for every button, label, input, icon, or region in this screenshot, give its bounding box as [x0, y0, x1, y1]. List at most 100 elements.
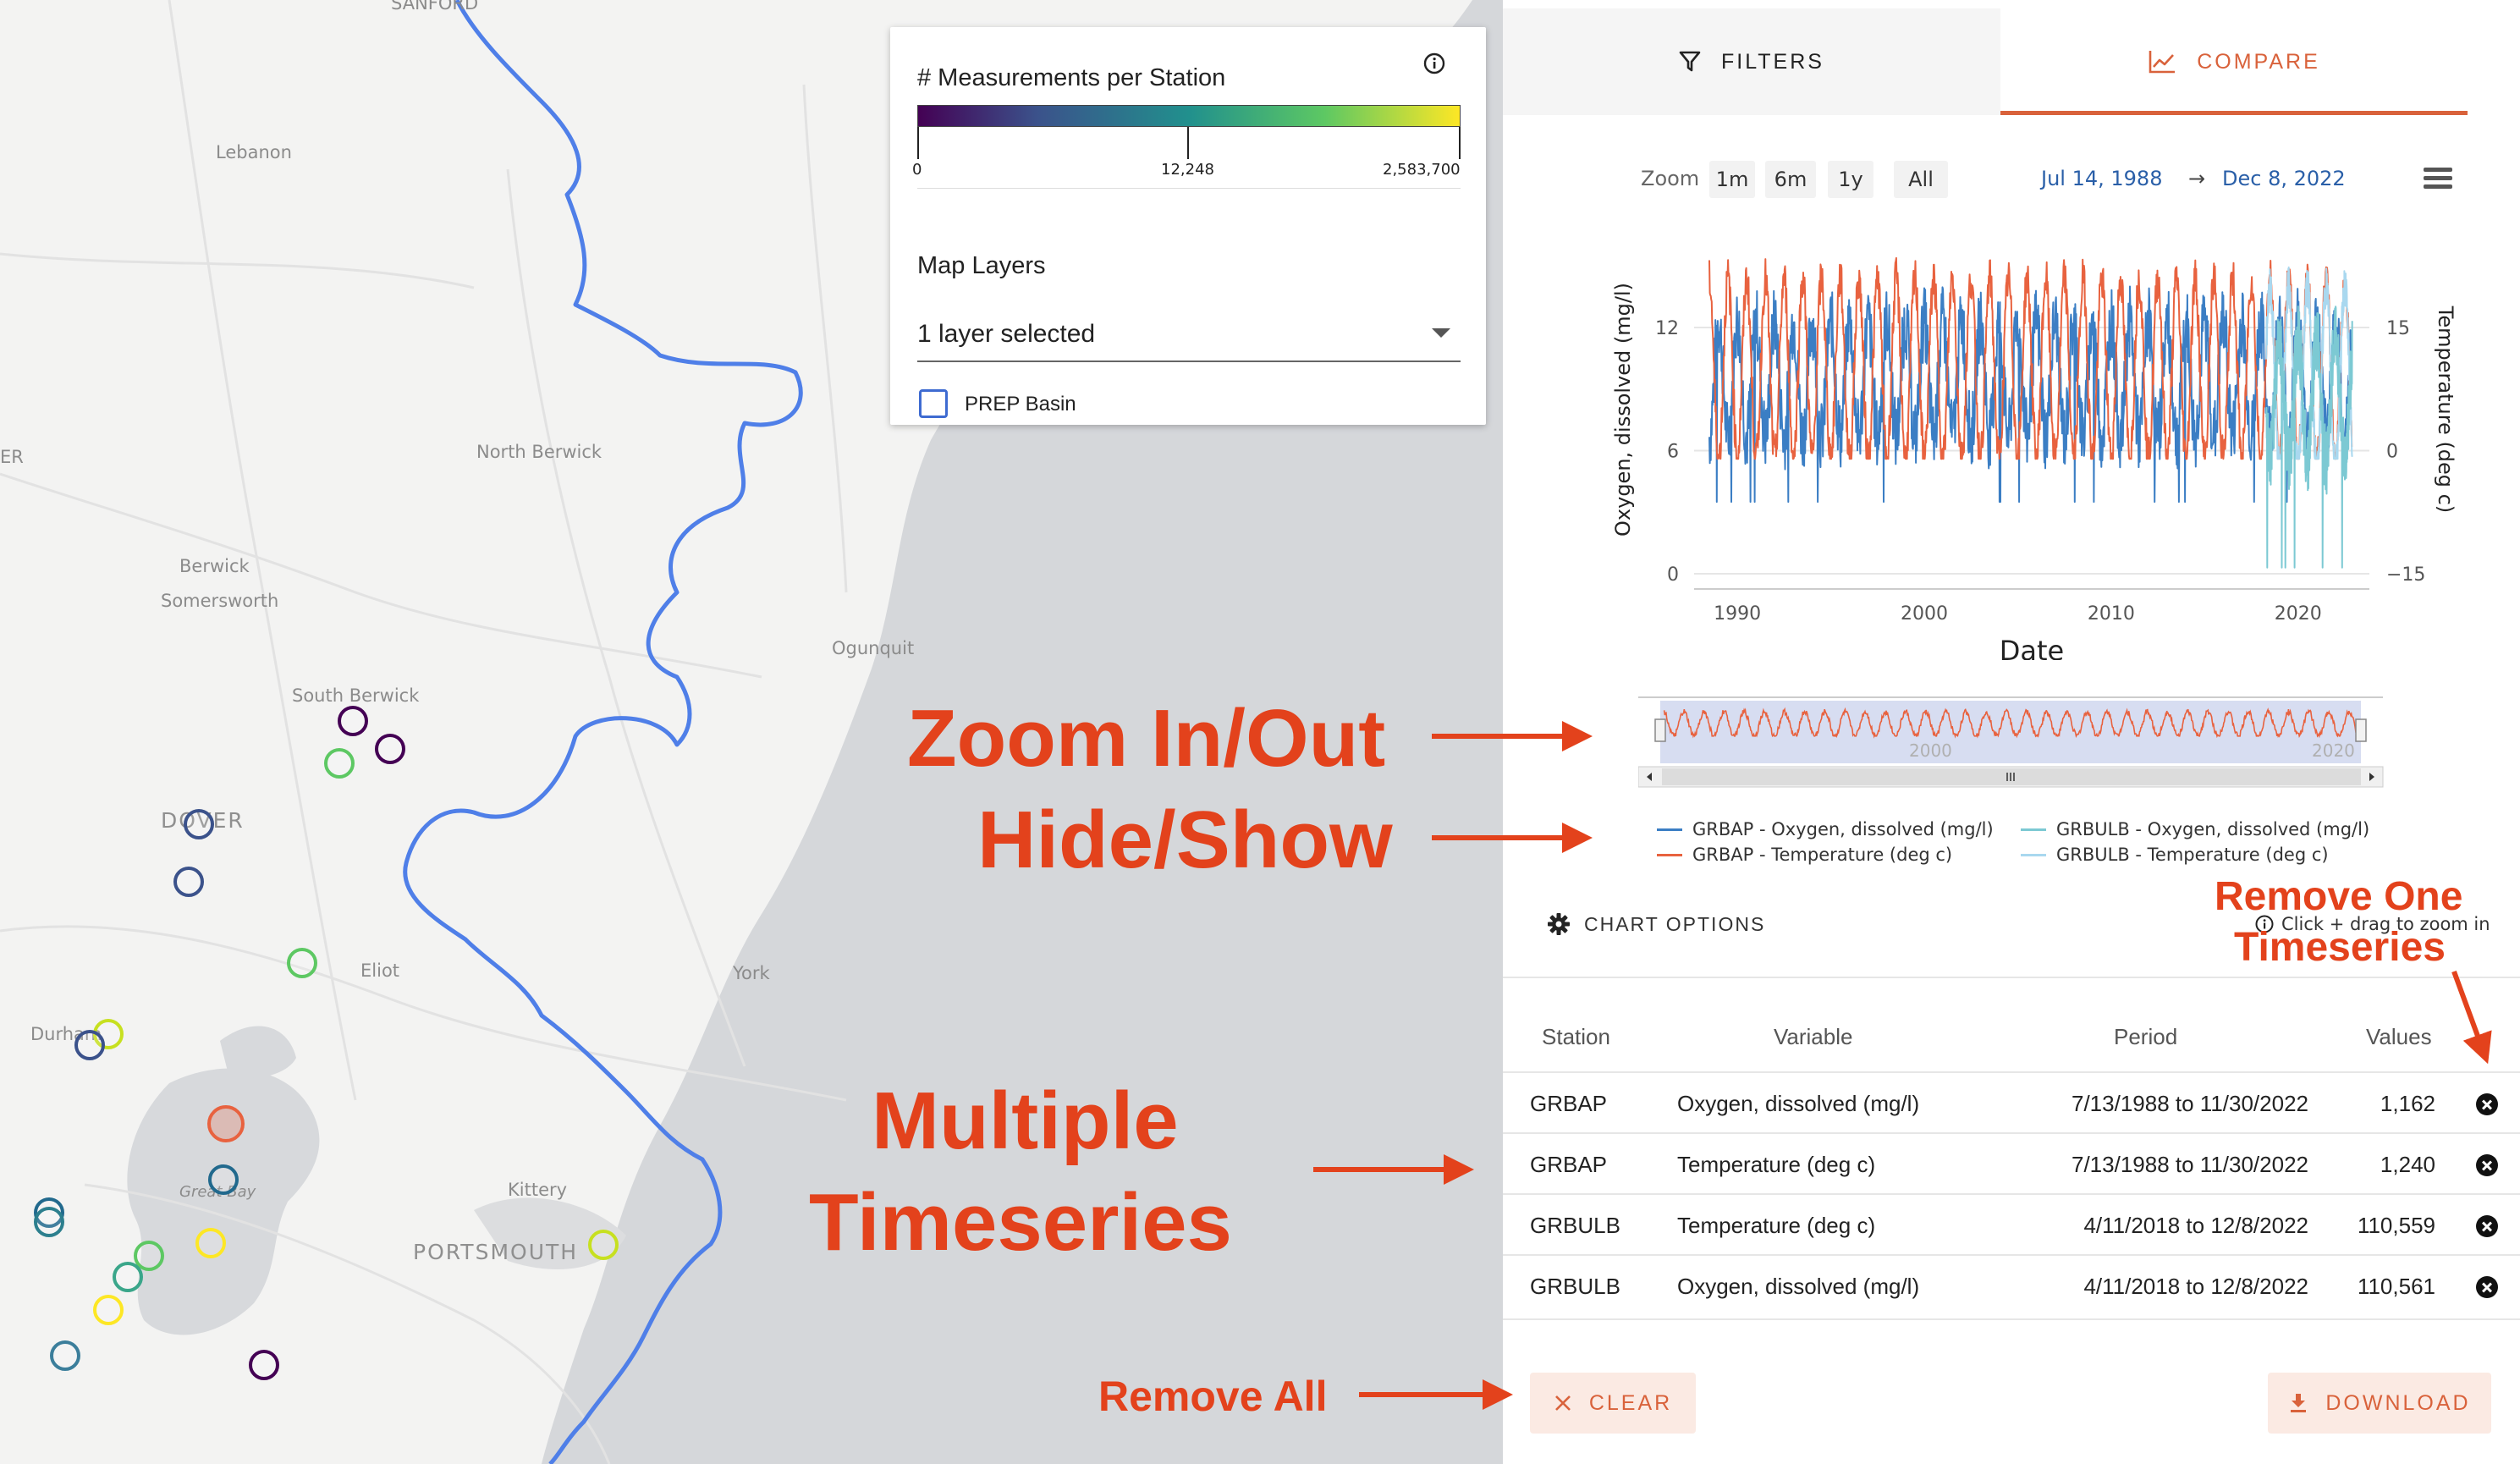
zoom-navigator[interactable]: 2000 2020: [1638, 696, 2400, 794]
legend-label: GRBAP - Temperature (deg c): [1692, 845, 1953, 865]
y2-tick-label: −15: [2386, 564, 2425, 586]
table-row[interactable]: GRBAP Oxygen, dissolved (mg/l) 7/13/1988…: [1503, 1071, 2520, 1132]
legend-swatch: [1657, 853, 1682, 856]
legend-swatch: [1657, 828, 1682, 831]
x-axis-title: Date: [2000, 635, 2064, 660]
series-line-3[interactable]: [2265, 305, 2353, 569]
navigator-left-handle[interactable]: [1654, 718, 1666, 742]
timeseries-chart[interactable]: 0 6 12 −15 0 15 1990 2000 2010 2020 Date Oxygen, di…: [1503, 203, 2520, 660]
navigator-scrollbar-thumb[interactable]: [1662, 768, 2361, 785]
legend-grbulb-temperature[interactable]: GRBULB - Temperature (deg c): [2021, 845, 2329, 865]
zoom-all-button[interactable]: All: [1894, 161, 1948, 198]
y2-axis-title: Temperature (deg c): [2434, 305, 2457, 513]
tab-filters[interactable]: FILTERS: [1503, 8, 2000, 115]
x-tick-label: 2020: [2275, 603, 2322, 625]
colorbar-tick: [917, 127, 919, 159]
cell-period: 4/11/2018 to 12/8/2022: [2083, 1274, 2308, 1299]
map-layers-select[interactable]: 1 layer selected: [917, 306, 1461, 362]
cell-values: 110,559: [2357, 1213, 2435, 1238]
map-label-york: York: [733, 963, 770, 983]
station-marker-selected[interactable]: [207, 1105, 245, 1142]
zoom-6m-button[interactable]: 6m: [1765, 161, 1816, 198]
zoom-hint-text: Click + drag to zoom in: [2281, 914, 2490, 934]
info-icon[interactable]: [1422, 51, 1447, 76]
cell-variable: Temperature (deg c): [1677, 1152, 1876, 1177]
station-marker[interactable]: [134, 1241, 164, 1271]
cell-values: 1,240: [2380, 1152, 2435, 1177]
legend-grbulb-oxygen[interactable]: GRBULB - Oxygen, dissolved (mg/l): [2021, 819, 2369, 839]
table-row[interactable]: GRBULB Temperature (deg c) 4/11/2018 to …: [1503, 1193, 2520, 1254]
side-panel: FILTERS COMPARE Zoom 1m 6m 1y All Jul 14…: [1503, 0, 2520, 1464]
navigator-selection[interactable]: [1660, 701, 2361, 763]
navigator-right-handle[interactable]: [2355, 718, 2367, 742]
zoom-hint: Click + drag to zoom in: [2254, 914, 2490, 934]
close-icon: [1554, 1395, 1571, 1411]
station-marker[interactable]: [93, 1295, 124, 1325]
gear-icon: [1548, 913, 1570, 935]
remove-timeseries-icon[interactable]: [2476, 1093, 2498, 1115]
download-button-label: DOWNLOAD: [2325, 1390, 2471, 1415]
chart-menu-icon[interactable]: [2424, 168, 2452, 190]
station-marker[interactable]: [324, 748, 355, 779]
column-header-station[interactable]: Station: [1542, 1024, 1610, 1049]
clear-button[interactable]: CLEAR: [1530, 1373, 1696, 1434]
cell-values: 110,561: [2357, 1274, 2435, 1299]
zoom-1m-button[interactable]: 1m: [1709, 161, 1755, 198]
map-label-berwick: Berwick: [179, 556, 250, 576]
y-tick-label: 0: [1667, 564, 1679, 586]
annotation-remove-one-line1: Remove One: [2215, 874, 2463, 919]
station-marker[interactable]: [113, 1262, 143, 1292]
info-icon: [2255, 915, 2274, 933]
station-marker[interactable]: [588, 1230, 619, 1260]
legend-title: # Measurements per Station: [917, 64, 1226, 91]
clear-button-label: CLEAR: [1588, 1390, 1673, 1415]
tab-compare[interactable]: COMPARE: [2000, 8, 2468, 115]
date-from-input[interactable]: Jul 14, 1988: [2041, 167, 2163, 190]
legend-grbap-oxygen[interactable]: GRBAP - Oxygen, dissolved (mg/l): [1657, 819, 1994, 839]
station-marker[interactable]: [34, 1207, 64, 1237]
station-marker[interactable]: [50, 1340, 80, 1371]
x-tick-label: 1990: [1714, 603, 1761, 625]
series-line-2[interactable]: [1708, 256, 2353, 460]
remove-timeseries-icon[interactable]: [2476, 1215, 2498, 1237]
station-marker[interactable]: [249, 1350, 279, 1380]
scroll-right-icon[interactable]: [2369, 773, 2374, 781]
scroll-left-icon[interactable]: [1647, 773, 1652, 781]
zoom-1y-button[interactable]: 1y: [1828, 161, 1873, 198]
annotation-hide-show: Hide/Show: [977, 795, 1393, 885]
cell-station: GRBULB: [1530, 1274, 1620, 1299]
colorbar-tick: [1187, 127, 1189, 159]
line-chart-icon: [2149, 51, 2176, 74]
caret-down-icon: [1432, 328, 1450, 338]
download-button[interactable]: DOWNLOAD: [2268, 1373, 2491, 1434]
map-label-eliot: Eliot: [360, 960, 400, 981]
station-marker[interactable]: [208, 1164, 239, 1195]
prep-basin-checkbox[interactable]: [919, 389, 948, 418]
column-header-values[interactable]: Values: [2366, 1024, 2432, 1049]
column-header-variable[interactable]: Variable: [1774, 1024, 1853, 1049]
table-row[interactable]: GRBAP Temperature (deg c) 7/13/1988 to 1…: [1503, 1132, 2520, 1193]
remove-timeseries-icon[interactable]: [2476, 1276, 2498, 1298]
colorbar-tick: [1459, 127, 1461, 159]
remove-timeseries-icon[interactable]: [2476, 1154, 2498, 1176]
station-marker[interactable]: [287, 948, 317, 978]
station-marker[interactable]: [173, 867, 204, 897]
legend-grbap-temperature[interactable]: GRBAP - Temperature (deg c): [1657, 845, 1952, 865]
table-row[interactable]: GRBULB Oxygen, dissolved (mg/l) 4/11/201…: [1503, 1254, 2520, 1315]
series-line-4[interactable]: [2265, 266, 2353, 460]
annotation-zoom: Zoom In/Out: [907, 693, 1386, 784]
navigator-tick-label: 2000: [1909, 740, 1952, 761]
x-tick-label: 2010: [2088, 603, 2135, 625]
chart-options-button[interactable]: CHART OPTIONS: [1547, 912, 1765, 936]
station-marker[interactable]: [338, 706, 368, 736]
column-header-period[interactable]: Period: [2114, 1024, 2178, 1049]
station-marker[interactable]: [184, 809, 214, 839]
legend-label: GRBULB - Temperature (deg c): [2056, 845, 2329, 865]
y2-tick-label: 15: [2386, 318, 2410, 339]
navigator-series-line: [1663, 707, 2358, 739]
station-marker[interactable]: [74, 1030, 105, 1060]
date-to-input[interactable]: Dec 8, 2022: [2222, 167, 2346, 190]
station-marker[interactable]: [375, 734, 405, 764]
station-marker[interactable]: [195, 1228, 226, 1258]
legend-colorbar: [917, 105, 1461, 127]
